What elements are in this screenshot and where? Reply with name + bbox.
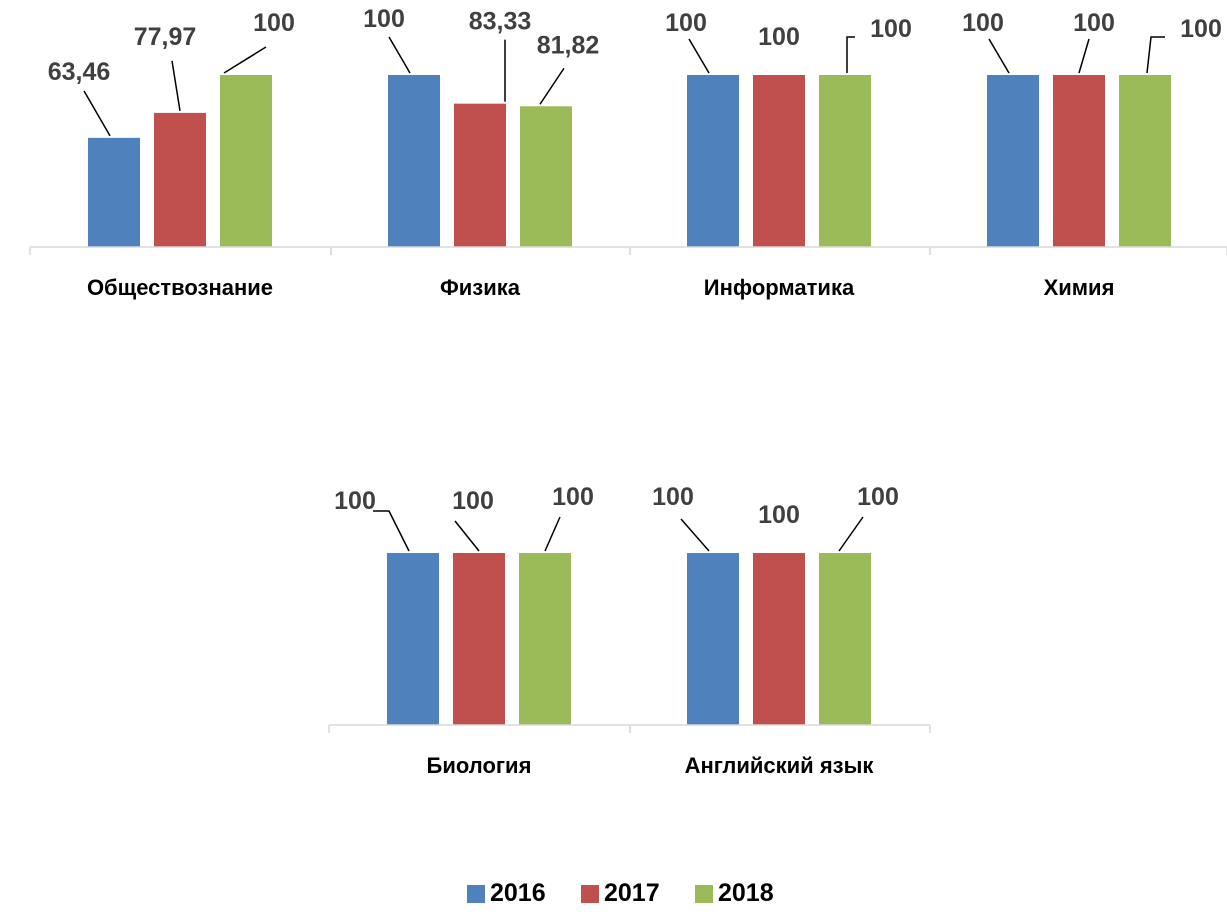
data-label: 100	[1073, 9, 1115, 37]
bar-2016	[687, 553, 739, 725]
data-label-leader-line	[171, 60, 181, 112]
bar-2017	[753, 75, 805, 247]
data-label-leader-line	[454, 520, 480, 552]
data-label-leader-line	[1146, 36, 1165, 74]
legend-label: 2016	[490, 879, 546, 907]
legend-label: 2017	[604, 879, 660, 907]
bar-2018	[220, 75, 272, 247]
data-label-leader-line	[373, 510, 410, 552]
bar-2018	[520, 106, 572, 248]
data-label: 100	[962, 9, 1004, 37]
category-label: Английский язык	[685, 753, 875, 778]
bar-2018	[819, 75, 871, 247]
data-label-leader-line	[83, 90, 111, 137]
data-label: 100	[665, 9, 707, 37]
data-label-leader-line	[223, 46, 267, 74]
bar-2016	[987, 75, 1039, 247]
data-label-leader-line	[680, 518, 710, 552]
bar-2018	[1119, 75, 1171, 247]
bar-2017	[453, 553, 505, 725]
data-label: 63,46	[48, 58, 111, 86]
data-label: 100	[652, 483, 694, 511]
data-label-leader-line	[1078, 38, 1090, 74]
legend-swatch-2017	[581, 885, 599, 903]
data-label-leader-line	[544, 516, 561, 552]
category-label: Информатика	[704, 275, 855, 300]
data-label: 100	[857, 483, 899, 511]
data-label-leader-line	[539, 67, 565, 105]
legend-swatch-2018	[695, 885, 713, 903]
data-label: 100	[363, 5, 405, 33]
category-label: Физика	[440, 275, 521, 300]
data-label: 100	[1180, 15, 1222, 43]
bar-2017	[753, 553, 805, 725]
data-label: 81,82	[537, 31, 600, 59]
data-label: 100	[334, 487, 376, 515]
data-label-leader-line	[688, 38, 710, 74]
category-label: Биология	[427, 753, 532, 778]
data-label: 100	[758, 23, 800, 51]
legend-label: 2018	[718, 879, 774, 907]
bar-2018	[519, 553, 571, 725]
data-label-leader-line	[838, 516, 864, 552]
data-label: 100	[552, 483, 594, 511]
legend-swatch-2016	[467, 885, 485, 903]
category-label: Обществознание	[87, 275, 273, 300]
data-label: 100	[452, 487, 494, 515]
bar-2016	[388, 75, 440, 247]
category-label: Химия	[1044, 275, 1115, 300]
bar-2017	[454, 103, 506, 248]
data-label: 100	[253, 9, 295, 37]
data-label: 77,97	[134, 23, 197, 51]
data-label: 100	[870, 15, 912, 43]
bar-2017	[1053, 75, 1105, 247]
data-label: 83,33	[469, 8, 532, 36]
bar-2016	[387, 553, 439, 725]
data-label-leader-line	[846, 36, 855, 73]
bar-2018	[819, 553, 871, 725]
bar-2016	[687, 75, 739, 247]
bar-2016	[88, 137, 140, 247]
bar-2017	[154, 112, 206, 247]
data-label-leader-line	[388, 36, 411, 74]
data-label: 100	[758, 501, 800, 529]
data-label-leader-line	[988, 38, 1010, 74]
